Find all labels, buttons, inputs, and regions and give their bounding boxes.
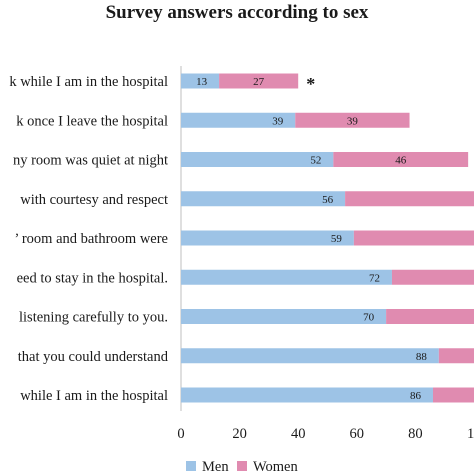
bar-women — [438, 348, 474, 364]
data-label-women: 39 — [347, 115, 359, 127]
category-labels-group: k while I am in the hospital k once I lea… — [9, 74, 168, 404]
x-tick-label: 40 — [291, 426, 306, 442]
bar-men — [181, 112, 296, 128]
data-label-men: 56 — [322, 194, 334, 206]
significance-marker: * — [306, 74, 315, 94]
bar-men — [181, 269, 392, 285]
bar-women — [345, 191, 474, 207]
x-tick-label: 80 — [408, 426, 423, 442]
category-label: that you could understand — [18, 349, 169, 365]
bar-men — [181, 309, 387, 324]
data-label-men: 39 — [272, 115, 284, 127]
data-label-women: 27 — [253, 76, 265, 88]
bar-men — [181, 387, 433, 403]
category-label: ’ room and bathroom were — [14, 231, 168, 247]
category-label: k while I am in the hospital — [9, 74, 168, 90]
bar-women — [219, 73, 299, 89]
data-label-men: 88 — [416, 351, 428, 363]
bar-men — [181, 73, 220, 89]
bar-women — [432, 387, 474, 403]
bar-men — [181, 348, 439, 364]
legend-swatch — [237, 461, 247, 471]
x-ticks-group: 0 20 40 60 80 1 — [177, 426, 474, 442]
legend-swatch — [186, 461, 196, 471]
bar-men — [181, 191, 346, 207]
data-label-women: 46 — [395, 155, 407, 167]
data-label-men: 86 — [410, 390, 422, 402]
bar-women — [353, 230, 474, 246]
bar-women — [391, 269, 474, 285]
bar-men — [181, 230, 354, 246]
legend: Men Women — [186, 459, 298, 474]
category-label: with courtesy and respect — [20, 192, 168, 208]
bar-women — [295, 112, 410, 128]
bar-women — [386, 309, 474, 324]
legend-label: Men — [202, 459, 229, 474]
data-label-men: 13 — [196, 76, 208, 88]
x-tick-label: 1 — [467, 426, 474, 442]
data-label-men: 52 — [310, 155, 321, 167]
bar-women — [333, 152, 469, 167]
chart-title: Survey answers according to sex — [106, 2, 369, 23]
x-tick-label: 0 — [177, 426, 184, 442]
legend-label: Women — [253, 459, 298, 474]
data-label-men: 70 — [363, 312, 375, 324]
data-label-men: 72 — [369, 272, 380, 284]
category-label: ny room was quiet at night — [13, 153, 168, 169]
data-label-men: 59 — [331, 233, 343, 245]
category-label: while I am in the hospital — [20, 388, 168, 404]
bars-group: 13 27 39 39 52 46 56 59 72 70 88 86 * — [181, 73, 474, 403]
x-tick-label: 20 — [232, 426, 247, 442]
bar-men — [181, 152, 334, 167]
category-label: eed to stay in the hospital. — [17, 270, 168, 286]
category-label: listening carefully to you. — [19, 310, 168, 326]
category-label: k once I leave the hospital — [16, 113, 168, 129]
x-tick-label: 60 — [350, 426, 365, 442]
